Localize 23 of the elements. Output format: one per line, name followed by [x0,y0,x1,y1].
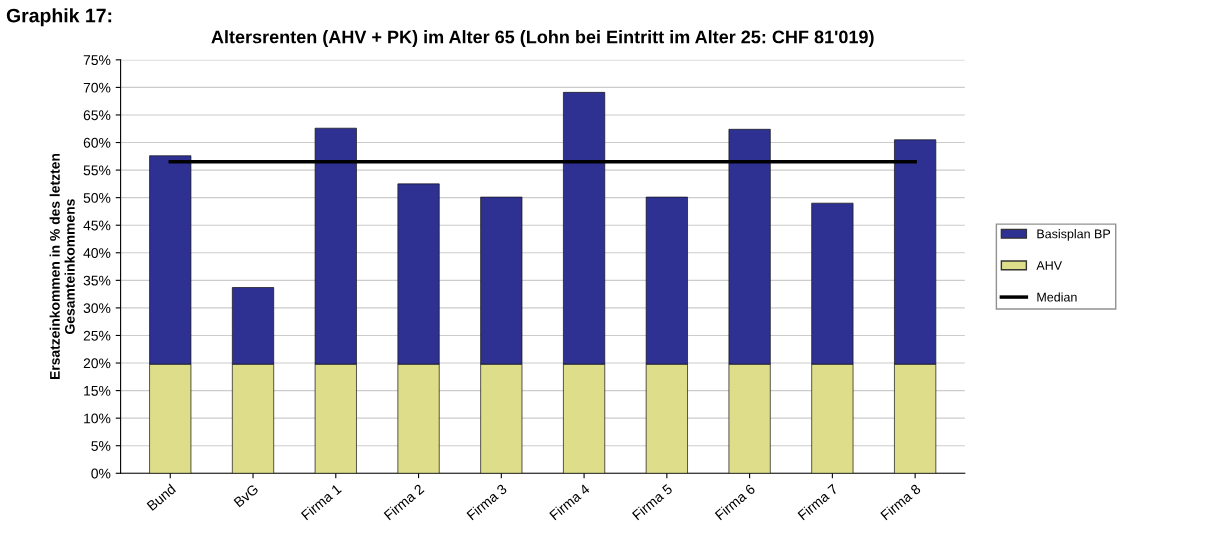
y-tick-label: 0% [91,468,111,479]
y-tick-label: 35% [83,275,111,286]
y-tick-label: 65% [83,110,111,121]
legend-label: AHV [1036,261,1063,270]
y-tick-label: 60% [83,137,111,148]
legend-label: Basisplan BP [1037,229,1111,241]
y-tick-label: 20% [83,358,111,369]
y-tick-label: 50% [83,192,111,203]
y-tick-label: 40% [83,248,111,258]
y-axis-title: Ersatzeinkommen in % des letzten Gesamteinkommens [49,153,75,380]
legend-label: Median [1037,292,1077,302]
y-tick-label: 25% [83,330,111,341]
y-tick-label: 5% [91,441,111,451]
y-tick-label: 30% [83,303,111,314]
y-tick-label: 55% [83,165,111,176]
y-tick-label: 45% [83,220,111,231]
x-tick-label: BvG [233,483,259,508]
y-tick-label: 10% [84,413,111,424]
text: Graphik 17: [6,8,112,27]
chart-title: Altersrenten (AHV + PK) im Alter 65 (Lohn bei Eintritt im Alter 25: CHF 81'019) [211,30,874,47]
y-tick-label: 70% [83,82,111,93]
y-tick-label: 75% [83,55,111,66]
y-tick-label: 15% [84,385,111,396]
